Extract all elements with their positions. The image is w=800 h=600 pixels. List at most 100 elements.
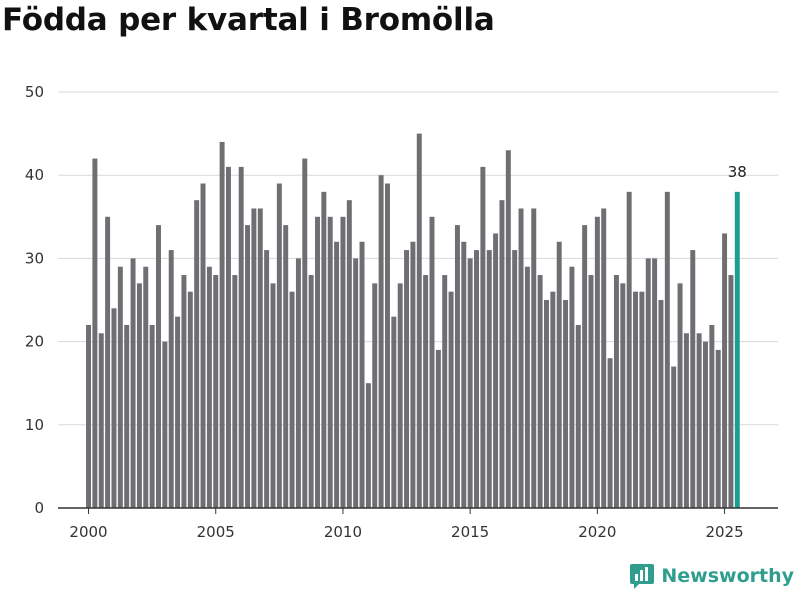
bar — [715, 349, 721, 508]
bar — [98, 333, 104, 508]
bar-highlight — [734, 191, 740, 508]
x-tick-label: 2010 — [324, 523, 362, 541]
bar — [353, 258, 359, 508]
bar — [397, 283, 403, 508]
bar — [187, 291, 193, 508]
bar — [156, 225, 161, 508]
bar — [601, 208, 607, 509]
bar — [563, 300, 569, 508]
bar — [346, 200, 352, 508]
bar — [448, 291, 454, 508]
y-tick-label: 10 — [25, 416, 44, 434]
bar — [327, 216, 333, 509]
bar — [270, 283, 276, 508]
bar — [308, 275, 314, 508]
bar — [652, 258, 658, 508]
bar — [683, 333, 689, 508]
bar — [550, 291, 556, 508]
bar — [620, 283, 626, 508]
bar — [512, 250, 518, 508]
bar — [467, 258, 473, 508]
bar — [486, 250, 492, 508]
y-tick-label: 40 — [25, 166, 44, 184]
bar — [493, 233, 499, 508]
bar — [518, 208, 524, 509]
bar — [416, 133, 422, 508]
x-tick-label: 2000 — [69, 523, 107, 541]
bar — [645, 258, 651, 508]
bar — [372, 283, 378, 508]
bar — [544, 300, 549, 508]
bar — [613, 275, 619, 508]
x-axis: 2000 2005 2010 2015 2020 2025 — [58, 507, 778, 541]
y-tick-label: 30 — [25, 249, 44, 267]
y-tick-label: 50 — [25, 83, 44, 101]
bar — [175, 316, 181, 508]
bar — [410, 241, 416, 508]
bar — [429, 216, 435, 509]
data-label-last: 38 — [728, 163, 747, 181]
bar — [722, 233, 728, 508]
bar — [626, 191, 632, 508]
bar — [219, 141, 225, 509]
bar — [404, 250, 410, 508]
bar — [633, 291, 639, 508]
bar — [315, 216, 320, 509]
brand-name: Newsworthy — [661, 565, 794, 587]
bar — [365, 383, 371, 508]
bar — [384, 183, 390, 508]
bar — [664, 191, 670, 508]
bar — [238, 166, 244, 508]
bar — [225, 166, 231, 508]
bar — [334, 241, 340, 508]
bar — [136, 283, 142, 508]
bar — [206, 266, 212, 508]
chart-title: Födda per kvartal i Bromölla — [2, 2, 495, 38]
bar — [671, 366, 677, 508]
bar — [302, 158, 308, 508]
bar — [86, 324, 92, 508]
bar — [378, 175, 384, 508]
bar — [92, 158, 98, 508]
y-axis-ticks: 0 10 20 30 40 50 — [25, 83, 44, 517]
bar — [295, 258, 301, 508]
bar — [480, 166, 486, 508]
bar — [709, 324, 715, 508]
bar — [251, 208, 257, 509]
bar — [696, 333, 702, 508]
bar — [556, 241, 562, 508]
bar — [340, 216, 346, 509]
bar — [181, 275, 187, 508]
x-tick-label: 2015 — [451, 523, 489, 541]
bar — [728, 275, 734, 508]
bar — [289, 291, 295, 508]
bar — [213, 275, 219, 508]
newsworthy-icon — [630, 564, 655, 589]
bar — [454, 225, 460, 508]
bar — [283, 225, 289, 508]
bar — [677, 283, 683, 508]
newsworthy-logo: Newsworthy — [629, 562, 794, 590]
bar — [200, 183, 206, 508]
bar — [143, 266, 149, 508]
bar — [194, 200, 200, 508]
bar — [117, 266, 123, 508]
bar — [321, 191, 327, 508]
bar — [168, 250, 174, 508]
x-tick-label: 2025 — [705, 523, 743, 541]
bar — [257, 208, 263, 509]
bar — [658, 300, 664, 508]
bar — [105, 216, 111, 509]
bar — [690, 250, 696, 508]
bar — [423, 275, 429, 508]
bar — [582, 225, 588, 508]
bar — [162, 341, 168, 508]
bar — [474, 250, 479, 508]
x-tick-label: 2020 — [578, 523, 616, 541]
bar — [232, 275, 238, 508]
bar — [391, 316, 397, 508]
bar — [461, 241, 467, 508]
bar — [435, 349, 441, 508]
bar — [537, 275, 543, 508]
